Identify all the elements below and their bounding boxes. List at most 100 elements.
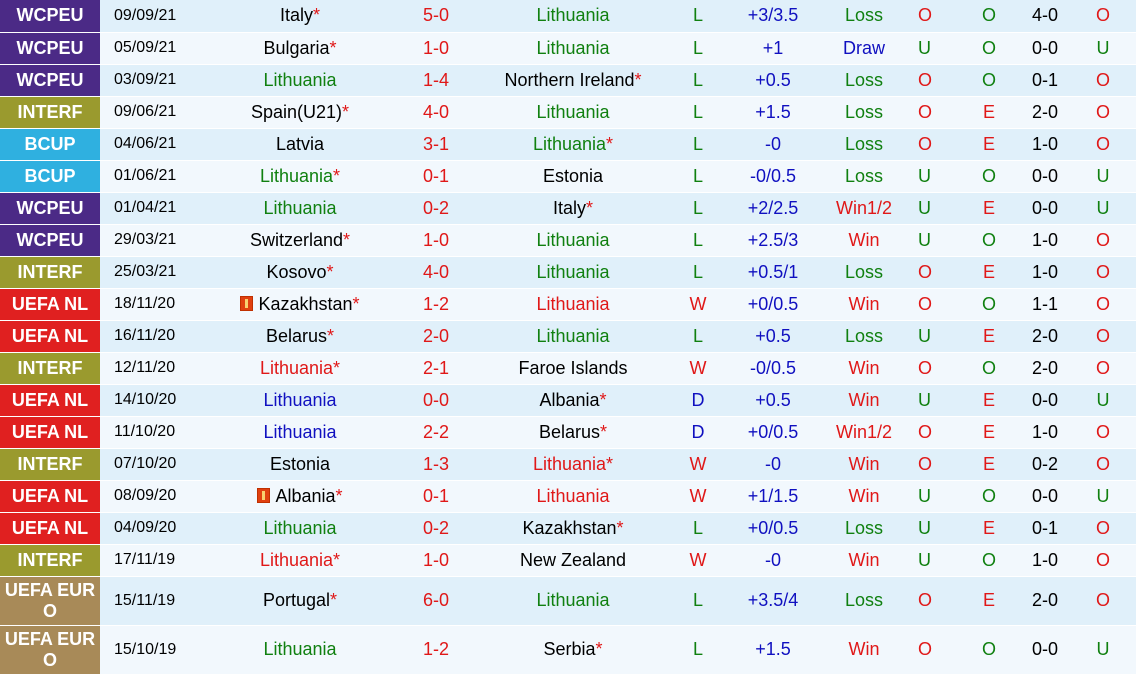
match-row[interactable]: UEFA NL 16/11/20 Belarus* 2-0 Lithuania L +0.5… (0, 320, 1136, 353)
match-score[interactable]: 0-2 (386, 192, 486, 225)
away-team-cell[interactable]: Faroe Islands (486, 352, 660, 385)
match-score[interactable]: 0-0 (386, 384, 486, 417)
match-row[interactable]: UEFA NL 18/11/20 Kazakhstan* 1-2 Lithuania W +… (0, 288, 1136, 321)
away-team-name[interactable]: Lithuania (536, 325, 610, 346)
home-team-name[interactable]: Lithuania (263, 639, 337, 659)
home-team-cell[interactable]: Bulgaria* (214, 32, 386, 65)
home-team-name[interactable]: Latvia (275, 133, 325, 154)
home-team-cell[interactable]: Portugal* (214, 576, 386, 626)
home-team-name[interactable]: Estonia (269, 453, 331, 474)
home-team-name[interactable]: Lithuania (263, 69, 337, 90)
away-team-cell[interactable]: Lithuania (486, 32, 660, 65)
away-team-name[interactable]: Estonia (542, 165, 604, 186)
home-team-cell[interactable]: Italy* (214, 0, 386, 33)
home-team-cell[interactable]: Lithuania (214, 625, 386, 675)
match-score[interactable]: 4-0 (386, 256, 486, 289)
away-team-name[interactable]: Lithuania (532, 133, 607, 154)
home-team-cell[interactable]: Lithuania (214, 192, 386, 225)
away-team-cell[interactable]: Lithuania (486, 96, 660, 129)
home-team-name[interactable]: Kosovo (266, 261, 327, 282)
competition-badge[interactable]: UEFA NL (0, 320, 100, 353)
match-score[interactable]: 1-2 (386, 625, 486, 675)
away-team-name[interactable]: Faroe Islands (518, 357, 628, 378)
match-row[interactable]: BCUP 04/06/21 Latvia 3-1 Lithuania* L -0 Loss O E… (0, 128, 1136, 161)
match-score[interactable]: 0-1 (386, 160, 486, 193)
match-row[interactable]: UEFA NL 11/10/20 Lithuania 2-2 Belarus* D +0/0… (0, 416, 1136, 449)
away-team-name[interactable]: Lithuania (536, 5, 610, 26)
competition-badge[interactable]: UEFA NL (0, 288, 100, 321)
match-score[interactable]: 2-2 (386, 416, 486, 449)
competition-badge[interactable]: INTERF (0, 352, 100, 385)
away-team-cell[interactable]: Belarus* (486, 416, 660, 449)
match-score[interactable]: 0-1 (386, 480, 486, 513)
away-team-cell[interactable]: Lithuania* (486, 128, 660, 161)
match-score[interactable]: 4-0 (386, 96, 486, 129)
home-team-name[interactable]: Portugal (262, 590, 331, 610)
match-row[interactable]: INTERF 09/06/21 Spain(U21)* 4-0 Lithuania L +1… (0, 96, 1136, 129)
home-team-name[interactable]: Switzerland (249, 229, 344, 250)
home-team-cell[interactable]: Spain(U21)* (214, 96, 386, 129)
home-team-name[interactable]: Lithuania (259, 165, 334, 186)
match-row[interactable]: WCPEU 01/04/21 Lithuania 0-2 Italy* L +2/2.5 Wi… (0, 192, 1136, 225)
match-row[interactable]: WCPEU 05/09/21 Bulgaria* 1-0 Lithuania L +1 Dra… (0, 32, 1136, 65)
match-row[interactable]: INTERF 17/11/19 Lithuania* 1-0 New Zealand W -… (0, 544, 1136, 577)
competition-badge[interactable]: WCPEU (0, 32, 100, 65)
home-team-name[interactable]: Bulgaria (263, 37, 330, 58)
match-row[interactable]: BCUP 01/06/21 Lithuania* 0-1 Estonia L -0/0.5 L… (0, 160, 1136, 193)
home-team-cell[interactable]: Lithuania* (214, 544, 386, 577)
competition-badge[interactable]: WCPEU (0, 224, 100, 257)
home-team-cell[interactable]: Belarus* (214, 320, 386, 353)
competition-badge[interactable]: UEFA EURO (0, 576, 100, 626)
match-score[interactable]: 6-0 (386, 576, 486, 626)
competition-badge[interactable]: UEFA NL (0, 416, 100, 449)
away-team-cell[interactable]: Lithuania* (486, 448, 660, 481)
home-team-cell[interactable]: Lithuania* (214, 352, 386, 385)
home-team-name[interactable]: Lithuania (263, 517, 337, 538)
home-team-cell[interactable]: Lithuania (214, 384, 386, 417)
away-team-cell[interactable]: New Zealand (486, 544, 660, 577)
home-team-cell[interactable]: Lithuania (214, 64, 386, 97)
home-team-name[interactable]: Lithuania (263, 197, 337, 218)
home-team-name[interactable]: Spain(U21) (250, 101, 343, 122)
away-team-cell[interactable]: Lithuania (486, 256, 660, 289)
competition-badge[interactable]: INTERF (0, 96, 100, 129)
match-score[interactable]: 2-0 (386, 320, 486, 353)
away-team-name[interactable]: Lithuania (536, 37, 610, 58)
away-team-cell[interactable]: Albania* (486, 384, 660, 417)
competition-badge[interactable]: UEFA NL (0, 480, 100, 513)
away-team-name[interactable]: Belarus (538, 421, 600, 442)
away-team-cell[interactable]: Lithuania (486, 576, 660, 626)
away-team-cell[interactable]: Northern Ireland* (486, 64, 660, 97)
competition-badge[interactable]: INTERF (0, 544, 100, 577)
competition-badge[interactable]: WCPEU (0, 192, 100, 225)
match-row[interactable]: INTERF 25/03/21 Kosovo* 4-0 Lithuania L +0.5/1… (0, 256, 1136, 289)
away-team-cell[interactable]: Lithuania (486, 288, 660, 321)
match-row[interactable]: UEFA NL 04/09/20 Lithuania 0-2 Kazakhstan* L +… (0, 512, 1136, 545)
competition-badge[interactable]: UEFA EURO (0, 625, 100, 675)
competition-badge[interactable]: UEFA NL (0, 512, 100, 545)
away-team-name[interactable]: Lithuania (536, 261, 610, 282)
away-team-cell[interactable]: Lithuania (486, 320, 660, 353)
competition-badge[interactable]: BCUP (0, 128, 100, 161)
match-score[interactable]: 5-0 (386, 0, 486, 33)
home-team-name[interactable]: Kazakhstan (258, 293, 353, 314)
match-row[interactable]: WCPEU 03/09/21 Lithuania 1-4 Northern Irelan… (0, 64, 1136, 97)
away-team-name[interactable]: Kazakhstan (522, 517, 617, 538)
competition-badge[interactable]: WCPEU (0, 0, 100, 33)
match-row[interactable]: UEFA NL 14/10/20 Lithuania 0-0 Albania* D +0.5… (0, 384, 1136, 417)
away-team-name[interactable]: Lithuania (536, 293, 610, 314)
away-team-name[interactable]: New Zealand (519, 549, 627, 570)
match-score[interactable]: 1-0 (386, 32, 486, 65)
home-team-cell[interactable]: Lithuania* (214, 160, 386, 193)
competition-badge[interactable]: UEFA NL (0, 384, 100, 417)
competition-badge[interactable]: INTERF (0, 256, 100, 289)
home-team-cell[interactable]: Albania* (214, 480, 386, 513)
home-team-name[interactable]: Lithuania (263, 421, 337, 442)
away-team-cell[interactable]: Lithuania (486, 224, 660, 257)
competition-badge[interactable]: BCUP (0, 160, 100, 193)
away-team-name[interactable]: Albania (539, 389, 600, 410)
home-team-name[interactable]: Lithuania (259, 357, 334, 378)
home-team-cell[interactable]: Lithuania (214, 512, 386, 545)
home-team-name[interactable]: Lithuania (263, 389, 337, 410)
competition-badge[interactable]: WCPEU (0, 64, 100, 97)
